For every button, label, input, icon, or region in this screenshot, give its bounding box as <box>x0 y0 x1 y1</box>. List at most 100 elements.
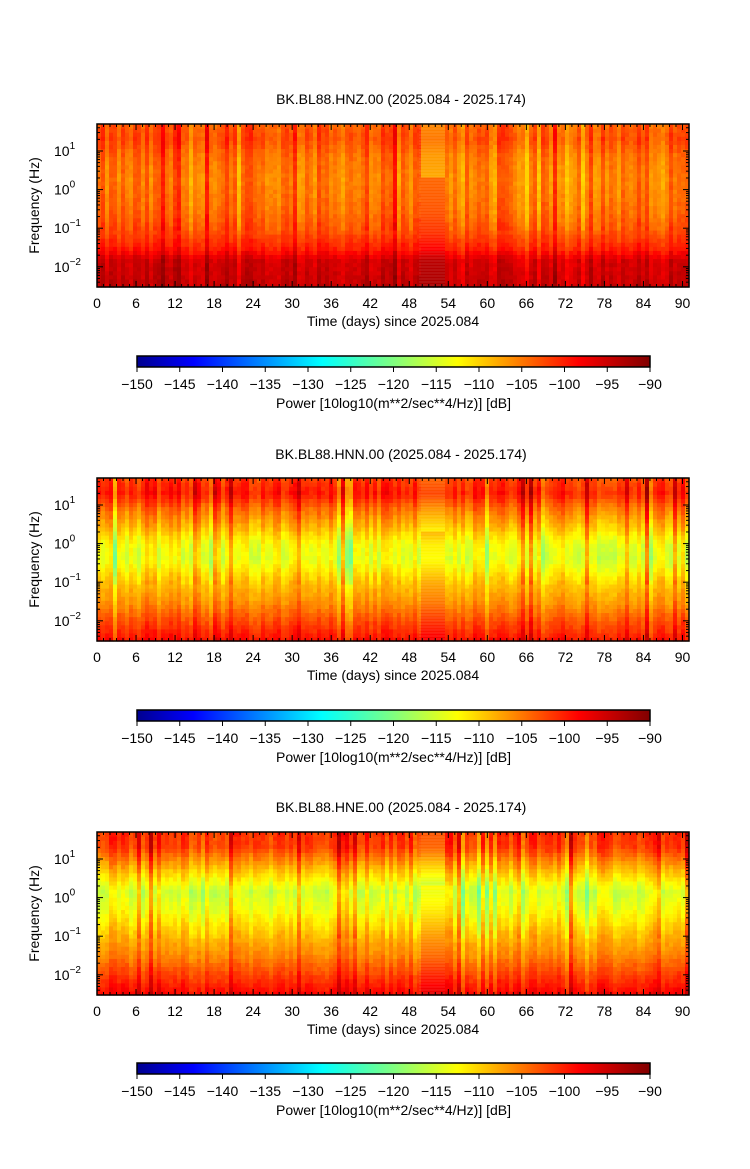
heatmap-cells <box>97 478 690 642</box>
colorbar-tick-label: −135 <box>249 1083 281 1099</box>
x-tick-label: 90 <box>675 295 691 311</box>
y-axis-label: Frequency (Hz) <box>26 157 42 253</box>
x-tick-label: 72 <box>558 1003 574 1019</box>
x-tick-label: 90 <box>675 1003 691 1019</box>
x-tick-label: 12 <box>167 295 183 311</box>
x-tick-label: 84 <box>636 649 652 665</box>
colorbar-tick-label: −95 <box>595 376 619 392</box>
colorbar-tick-label: −90 <box>638 1083 662 1099</box>
colorbar-tick-label: −125 <box>335 376 367 392</box>
colorbar-tick-label: −150 <box>121 376 153 392</box>
y-tick-label: 101 <box>54 495 76 513</box>
y-tick-label: 101 <box>54 141 76 159</box>
x-tick-label: 0 <box>93 649 101 665</box>
y-tick-label: 10−1 <box>54 926 81 944</box>
colorbar-tick-label: −120 <box>378 1083 410 1099</box>
colorbar-tick-label: −110 <box>464 730 495 746</box>
y-axis-label: Frequency (Hz) <box>26 511 42 607</box>
colorbar-tick-label: −100 <box>549 1083 581 1099</box>
heatmap-cells <box>97 124 690 288</box>
x-tick-label: 6 <box>132 1003 140 1019</box>
x-tick-label: 12 <box>167 1003 183 1019</box>
colorbar-tick-label: −150 <box>121 730 153 746</box>
colorbar-tick-label: −95 <box>595 730 619 746</box>
colorbar-tick-label: −150 <box>121 1083 153 1099</box>
x-tick-label: 48 <box>401 1003 417 1019</box>
colorbar-tick-label: −100 <box>549 730 581 746</box>
y-tick-label: 10−1 <box>54 572 81 590</box>
x-tick-label: 60 <box>480 649 496 665</box>
x-tick-label: 0 <box>93 1003 101 1019</box>
y-tick-label: 10−2 <box>54 611 81 629</box>
colorbar-tick-label: −130 <box>292 376 324 392</box>
x-tick-label: 36 <box>323 1003 339 1019</box>
colorbar-tick-label: −130 <box>292 1083 324 1099</box>
colorbar-tick-label: −110 <box>464 1083 495 1099</box>
colorbar: −150 −145 −140 −135 −130 −125 −120 −115 −110 −105… <box>121 1063 662 1118</box>
colorbar-gradient <box>137 710 650 721</box>
x-axis-label: Time (days) since 2025.084 <box>307 1021 479 1037</box>
x-tick-label: 78 <box>597 1003 613 1019</box>
colorbar-tick-label: −120 <box>378 376 410 392</box>
colorbar-label: Power [10log10(m**2/sec**4/Hz)] [dB] <box>276 395 511 411</box>
x-tick-label: 66 <box>519 1003 535 1019</box>
colorbar-tick-label: −105 <box>506 1083 538 1099</box>
colorbar-tick-label: −135 <box>249 376 281 392</box>
x-tick-label: 24 <box>245 649 261 665</box>
colorbar-tick-label: −145 <box>164 376 196 392</box>
y-tick-label: 10−2 <box>54 257 81 275</box>
x-tick-label: 54 <box>441 295 457 311</box>
x-tick-label: 78 <box>597 295 613 311</box>
y-tick-label: 100 <box>54 180 76 198</box>
x-tick-label: 18 <box>206 295 222 311</box>
x-tick-label: 84 <box>636 1003 652 1019</box>
y-tick-label: 100 <box>54 888 76 906</box>
colorbar-tick-label: −115 <box>421 1083 452 1099</box>
x-tick-label: 42 <box>362 649 378 665</box>
y-tick-label: 10−1 <box>54 218 81 236</box>
x-tick-label: 18 <box>206 649 222 665</box>
y-tick-label: 100 <box>54 534 76 552</box>
colorbar-tick-label: −135 <box>249 730 281 746</box>
colorbar-tick-label: −125 <box>335 730 367 746</box>
colorbar-label: Power [10log10(m**2/sec**4/Hz)] [dB] <box>276 1102 511 1118</box>
x-tick-label: 6 <box>132 295 140 311</box>
x-tick-label: 30 <box>284 649 300 665</box>
x-tick-label: 66 <box>519 295 535 311</box>
x-tick-label: 36 <box>323 295 339 311</box>
colorbar-gradient <box>137 356 650 367</box>
colorbar-tick-label: −110 <box>464 376 495 392</box>
colorbar-tick-label: −115 <box>421 730 452 746</box>
x-tick-label: 42 <box>362 1003 378 1019</box>
x-tick-label: 18 <box>206 1003 222 1019</box>
spectrogram-figure: BK.BL88.HNZ.00 (2025.084 - 2025.174)0 6 12… <box>0 0 750 1169</box>
y-tick-label: 10−2 <box>54 965 81 983</box>
x-tick-label: 72 <box>558 295 574 311</box>
panel-title: BK.BL88.HNN.00 (2025.084 - 2025.174) <box>275 446 526 462</box>
panel-title: BK.BL88.HNE.00 (2025.084 - 2025.174) <box>276 799 527 815</box>
colorbar-tick-label: −140 <box>207 376 239 392</box>
x-tick-label: 60 <box>480 1003 496 1019</box>
y-tick-label: 101 <box>54 849 76 867</box>
x-tick-label: 78 <box>597 649 613 665</box>
colorbar-tick-label: −90 <box>638 376 662 392</box>
colorbar: −150 −145 −140 −135 −130 −125 −120 −115 −110 −105… <box>121 356 662 411</box>
x-tick-label: 72 <box>558 649 574 665</box>
colorbar-tick-label: −100 <box>549 376 581 392</box>
colorbar-tick-label: −105 <box>506 376 538 392</box>
x-tick-label: 30 <box>284 295 300 311</box>
colorbar-tick-label: −95 <box>595 1083 619 1099</box>
x-tick-label: 54 <box>441 649 457 665</box>
spectrogram-panel-2: BK.BL88.HNN.00 (2025.084 - 2025.174)0 6 12… <box>26 446 690 765</box>
colorbar-tick-label: −145 <box>164 1083 196 1099</box>
x-axis-label: Time (days) since 2025.084 <box>307 667 479 683</box>
colorbar-tick-label: −125 <box>335 1083 367 1099</box>
x-tick-label: 60 <box>480 295 496 311</box>
heatmap-cells <box>97 832 690 996</box>
x-tick-label: 48 <box>401 295 417 311</box>
x-tick-label: 0 <box>93 295 101 311</box>
colorbar-tick-label: −140 <box>207 730 239 746</box>
x-tick-label: 48 <box>401 649 417 665</box>
colorbar-tick-label: −90 <box>638 730 662 746</box>
colorbar-tick-label: −115 <box>421 376 452 392</box>
